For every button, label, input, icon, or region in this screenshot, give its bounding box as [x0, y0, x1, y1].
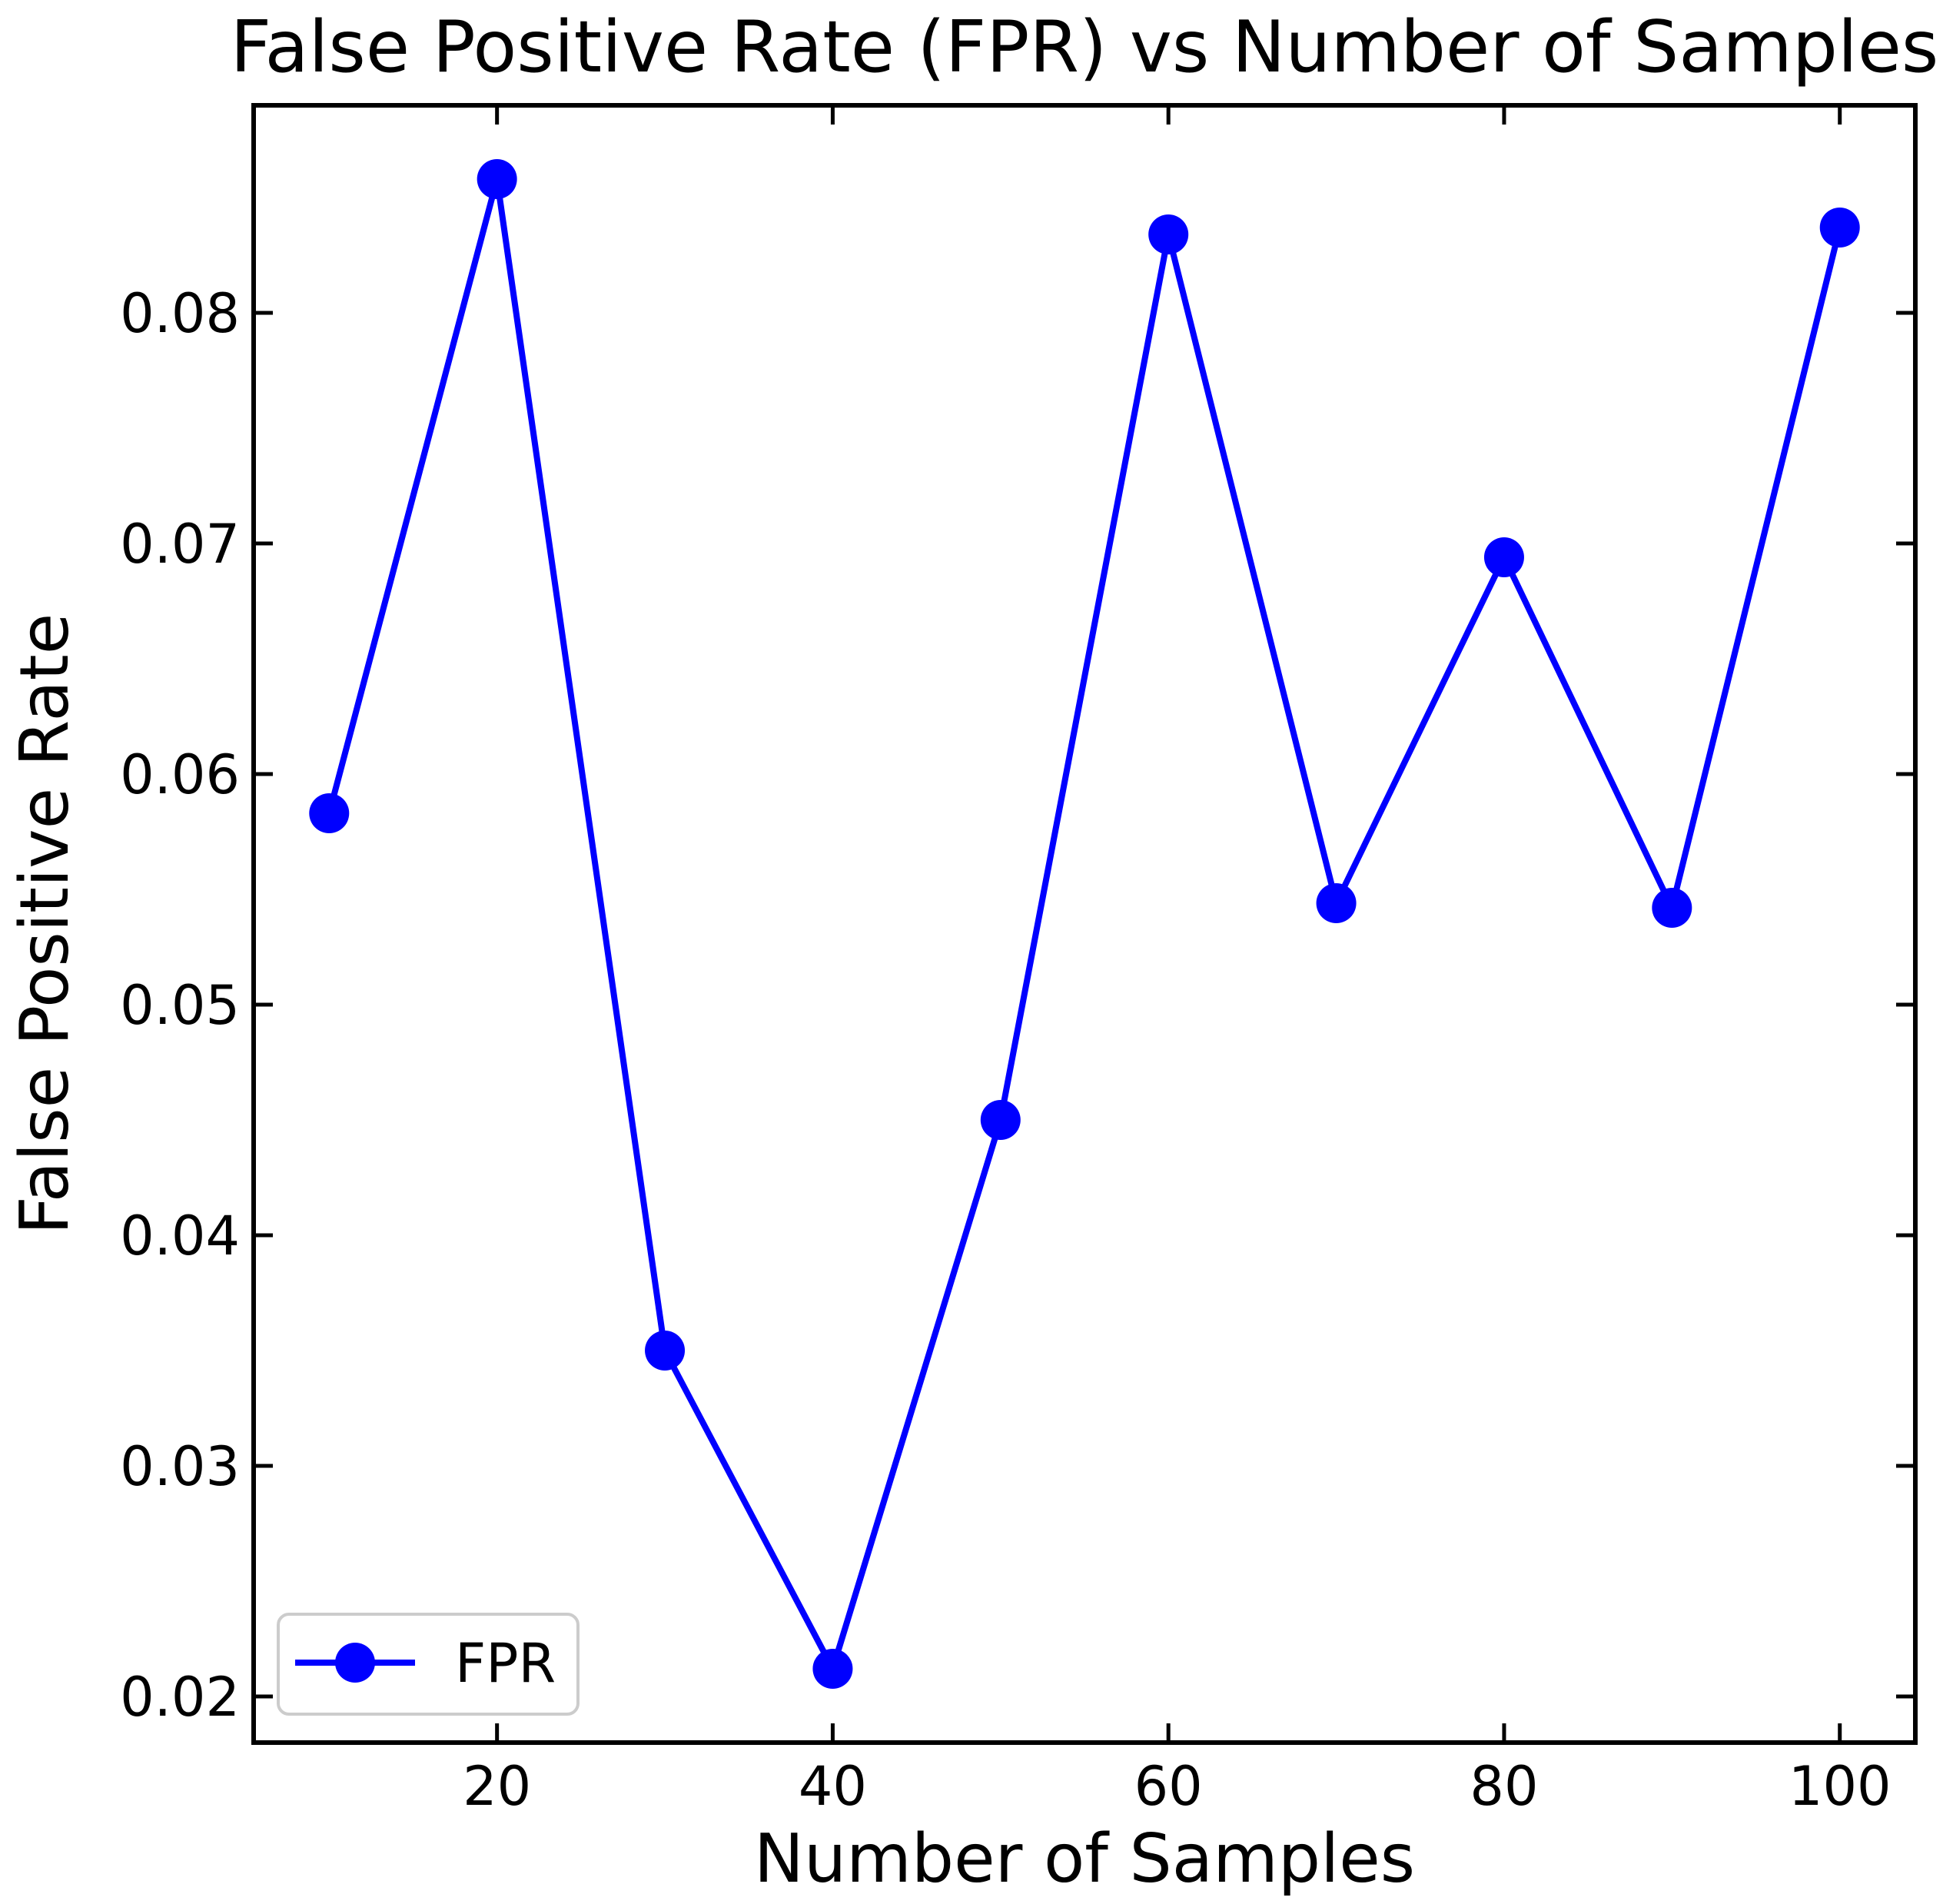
legend-box: [277, 1613, 580, 1716]
x-tick-label: 100: [1789, 1755, 1892, 1818]
x-axis-label: Number of Samples: [754, 1819, 1415, 1898]
y-tick-label: 0.04: [120, 1205, 240, 1268]
legend-marker: [335, 1643, 375, 1683]
data-point-marker: [645, 1331, 686, 1371]
x-axis-ticks: 20 40 60 80 100: [463, 105, 1892, 1818]
data-point-marker: [1819, 208, 1860, 248]
legend-label: FPR: [455, 1632, 556, 1695]
legend: FPR: [277, 1613, 580, 1716]
x-tick-label: 40: [799, 1755, 867, 1818]
chart-title: False Positive Rate (FPR) vs Number of S…: [231, 5, 1939, 88]
data-point-marker: [477, 159, 517, 199]
x-tick-label: 20: [463, 1755, 531, 1818]
data-point-marker: [812, 1649, 853, 1689]
series-line: [326, 176, 1843, 1672]
data-point-marker: [980, 1100, 1021, 1140]
x-tick-label: 60: [1134, 1755, 1203, 1818]
y-axis-ticks: 0.02 0.03 0.04 0.05 0.06 0.07 0.08: [120, 282, 1915, 1729]
y-tick-label: 0.06: [120, 743, 240, 806]
y-tick-label: 0.03: [120, 1435, 240, 1498]
y-tick-label: 0.02: [120, 1666, 240, 1729]
data-point-marker: [309, 793, 350, 833]
x-tick-label: 80: [1470, 1755, 1538, 1818]
fpr-series: [309, 159, 1860, 1689]
data-point-marker: [1316, 883, 1357, 923]
data-point-marker: [1148, 214, 1189, 254]
data-point-marker: [1652, 888, 1692, 928]
plot-area: [251, 103, 1918, 1745]
y-axis-label: False Positive Rate: [5, 613, 84, 1235]
y-tick-label: 0.08: [120, 282, 240, 345]
data-point-marker: [1483, 537, 1524, 577]
y-tick-label: 0.07: [120, 513, 240, 576]
y-tick-label: 0.05: [120, 974, 240, 1037]
